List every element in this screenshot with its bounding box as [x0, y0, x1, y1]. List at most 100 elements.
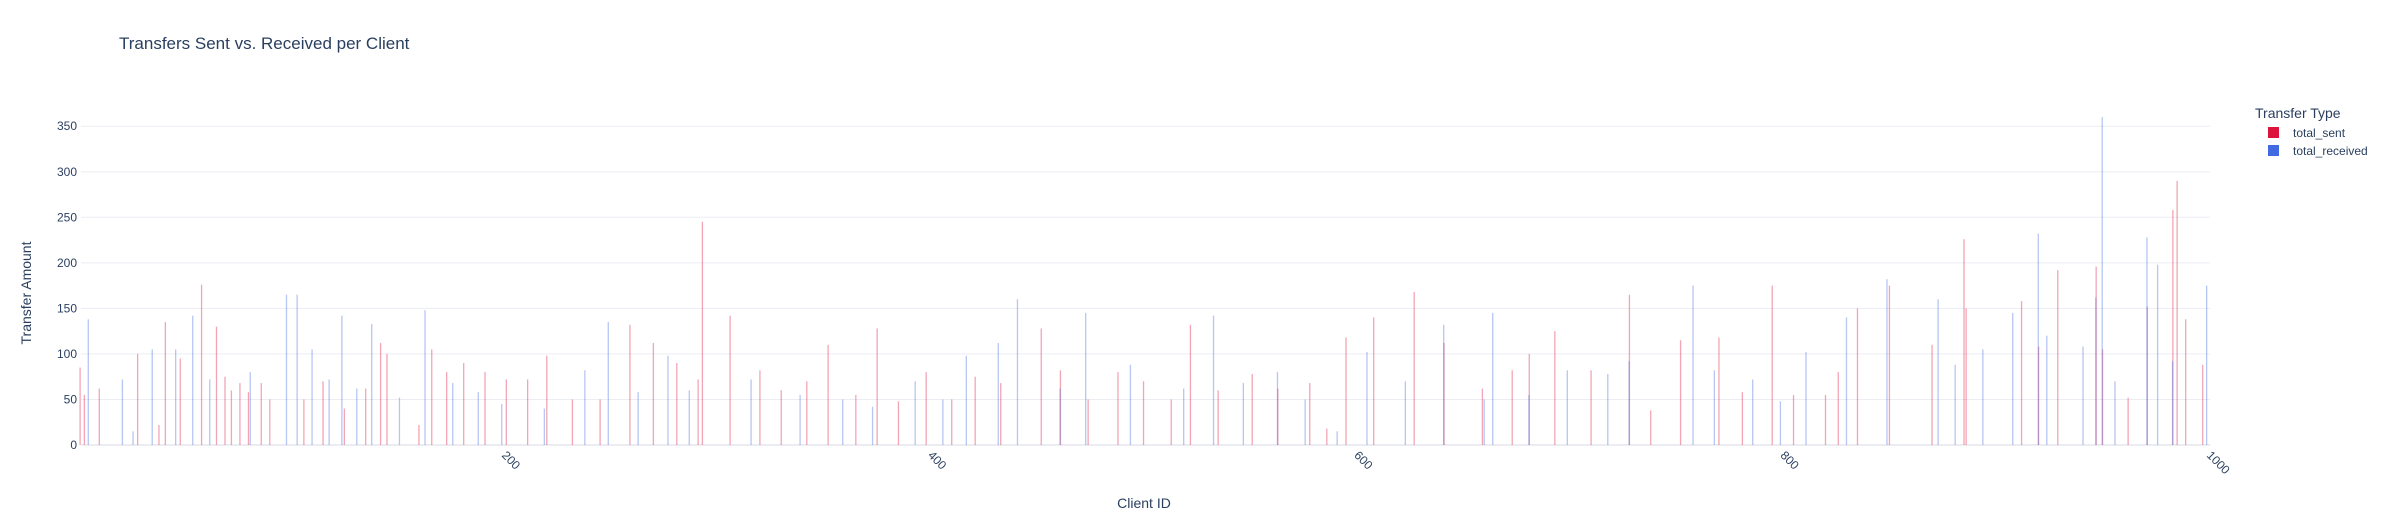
bar-total_received[interactable] [209, 379, 211, 445]
bar-total_sent[interactable] [2146, 306, 2148, 445]
bar-total_received[interactable] [1954, 364, 1956, 445]
bar-total_received[interactable] [667, 355, 669, 445]
bar-total_received[interactable] [965, 355, 967, 445]
bar-total_sent[interactable] [2172, 210, 2174, 445]
legend-item-total-received[interactable]: total_received [2268, 144, 2368, 158]
bar-total_sent[interactable] [446, 372, 448, 445]
bar-total_sent[interactable] [215, 326, 218, 445]
bar-total_sent[interactable] [484, 372, 486, 445]
bar-total_received[interactable] [1566, 370, 1568, 445]
bar-total_received[interactable] [543, 408, 546, 445]
bar-total_sent[interactable] [83, 394, 86, 445]
bar-total_received[interactable] [121, 379, 124, 445]
bar-total_received[interactable] [296, 294, 298, 445]
bar-total_sent[interactable] [827, 344, 829, 445]
bar-total_received[interactable] [1845, 317, 1848, 445]
bar-total_sent[interactable] [526, 379, 529, 445]
bar-total_sent[interactable] [1679, 340, 1682, 445]
bar-total_sent[interactable] [1142, 381, 1145, 445]
bar-total_sent[interactable] [1309, 383, 1311, 445]
bar-total_received[interactable] [398, 397, 401, 445]
bar-total_received[interactable] [1242, 383, 1245, 445]
bar-total_sent[interactable] [269, 399, 271, 445]
bar-total_sent[interactable] [629, 324, 631, 445]
bar-total_received[interactable] [1183, 388, 1185, 445]
bar-total_sent[interactable] [505, 379, 507, 445]
bar-total_sent[interactable] [1963, 239, 1965, 445]
bar-total_sent[interactable] [260, 383, 262, 445]
legend-item-total-sent[interactable]: total_sent [2268, 126, 2346, 140]
bar-total_sent[interactable] [2185, 319, 2187, 445]
bar-total_received[interactable] [1692, 285, 1694, 445]
bar-total_received[interactable] [914, 381, 916, 445]
bar-total_received[interactable] [1016, 299, 1019, 445]
bar-total_received[interactable] [750, 379, 752, 445]
bar-total_sent[interactable] [322, 381, 324, 445]
bar-total_received[interactable] [1805, 352, 1807, 445]
bar-total_sent[interactable] [1771, 285, 1773, 445]
bar-total_received[interactable] [637, 392, 639, 445]
bar-total_sent[interactable] [2095, 266, 2097, 445]
bar-total_sent[interactable] [386, 353, 388, 445]
bar-total_sent[interactable] [2101, 349, 2104, 445]
bar-total_received[interactable] [341, 315, 343, 445]
bar-total_sent[interactable] [697, 379, 699, 445]
bar-total_received[interactable] [2101, 117, 2103, 446]
bar-total_sent[interactable] [431, 349, 433, 445]
bar-total_received[interactable] [2046, 335, 2048, 445]
bar-total_sent[interactable] [200, 284, 203, 445]
bar-total_sent[interactable] [230, 390, 233, 445]
bar-total_sent[interactable] [974, 376, 976, 445]
bar-total_received[interactable] [997, 342, 999, 445]
bar-total_sent[interactable] [239, 383, 241, 445]
bar-total_received[interactable] [584, 370, 586, 445]
bar-total_sent[interactable] [855, 394, 857, 445]
bar-total_sent[interactable] [1189, 324, 1192, 445]
bar-total_received[interactable] [356, 388, 358, 445]
bar-total_received[interactable] [2156, 264, 2159, 445]
bar-total_received[interactable] [842, 399, 844, 445]
bar-total_sent[interactable] [652, 342, 655, 445]
bar-total_sent[interactable] [599, 399, 601, 445]
bar-total_sent[interactable] [1528, 353, 1530, 445]
bar-total_received[interactable] [1336, 431, 1338, 445]
bar-total_received[interactable] [2095, 297, 2097, 445]
bar-total_sent[interactable] [1373, 317, 1375, 445]
bar-total_sent[interactable] [1650, 410, 1652, 445]
bar-total_sent[interactable] [1277, 388, 1279, 445]
bar-total_received[interactable] [132, 431, 134, 445]
bar-total_sent[interactable] [343, 408, 346, 445]
bar-total_received[interactable] [1937, 299, 1939, 445]
bar-total_received[interactable] [328, 379, 330, 445]
bar-total_sent[interactable] [951, 399, 953, 445]
bar-total_sent[interactable] [303, 399, 305, 445]
bar-total_received[interactable] [1528, 394, 1530, 445]
bar-total_received[interactable] [285, 294, 288, 445]
bar-total_sent[interactable] [1741, 392, 1744, 445]
bar-total_received[interactable] [424, 310, 426, 445]
bar-total_received[interactable] [942, 399, 944, 445]
bar-total_received[interactable] [1886, 279, 1888, 445]
bar-total_sent[interactable] [806, 381, 808, 445]
bar-total_received[interactable] [1483, 399, 1485, 445]
bar-total_sent[interactable] [1856, 308, 1859, 445]
bar-total_received[interactable] [1404, 381, 1406, 445]
bar-total_sent[interactable] [379, 342, 382, 445]
bar-total_sent[interactable] [1000, 383, 1002, 445]
bar-total_received[interactable] [1982, 349, 1984, 445]
bar-total_sent[interactable] [224, 376, 226, 445]
bar-total_received[interactable] [1212, 315, 1215, 445]
bar-total_sent[interactable] [1117, 372, 1119, 445]
bar-total_sent[interactable] [925, 372, 927, 445]
bar-total_received[interactable] [688, 390, 690, 445]
bar-total_sent[interactable] [1931, 344, 1933, 445]
bar-total_sent[interactable] [1554, 331, 1556, 445]
bar-total_sent[interactable] [1965, 308, 1967, 445]
bar-total_received[interactable] [1713, 370, 1715, 445]
bar-total_received[interactable] [1304, 399, 1306, 445]
bar-total_received[interactable] [871, 406, 874, 445]
bar-total_received[interactable] [2037, 233, 2039, 445]
bar-total_sent[interactable] [1059, 370, 1062, 445]
bar-total_received[interactable] [192, 315, 194, 445]
bar-total_sent[interactable] [1345, 337, 1347, 445]
